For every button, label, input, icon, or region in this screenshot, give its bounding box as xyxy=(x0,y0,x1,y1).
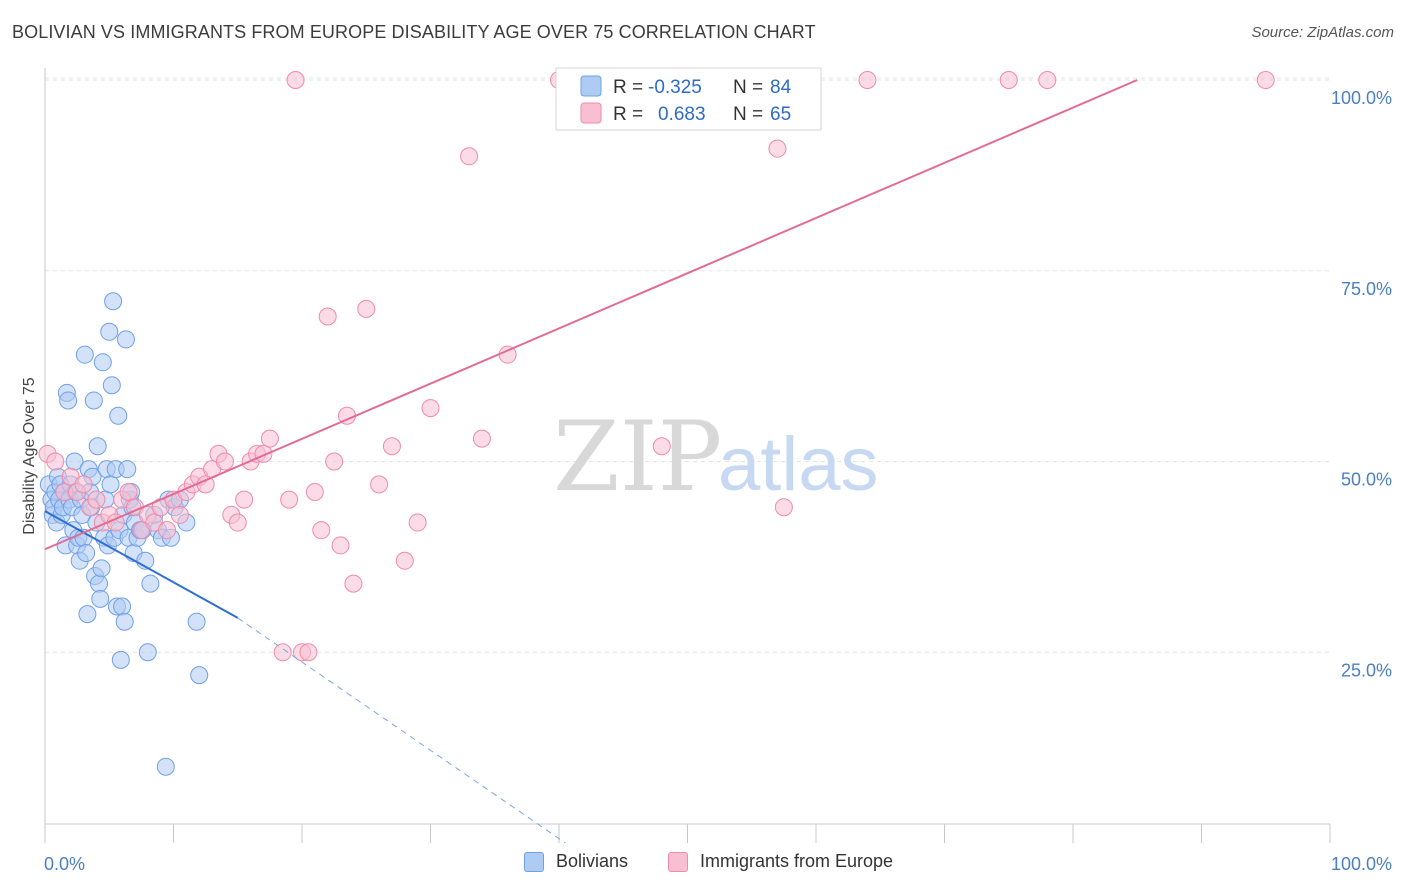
trend-line-bolivians xyxy=(44,510,239,619)
bolivian-point-58 xyxy=(115,612,134,631)
immigrant-point-48 xyxy=(370,475,389,494)
immigrant-point-60 xyxy=(774,498,793,517)
immigrant-point-44 xyxy=(331,536,350,555)
watermark-atlas: atlas xyxy=(718,422,879,507)
bolivian-point-39 xyxy=(91,589,110,608)
tick-labels: 25.0% 50.0% 75.0% 100.0% 0.0% 100.0% xyxy=(44,88,1392,874)
trend-line-immigrants xyxy=(44,79,1138,551)
legend-item-immigrants-from-europe[interactable]: Immigrants from Europe xyxy=(668,851,893,872)
trend-line-bolivians-extension xyxy=(237,617,566,844)
bolivian-point-48 xyxy=(102,376,121,395)
bolivian-point-56 xyxy=(113,597,132,616)
bolivian-point-40 xyxy=(92,559,111,578)
y-tick-label-1: 50.0% xyxy=(1341,470,1392,490)
immigrant-point-27 xyxy=(215,452,234,471)
x-tick-label-1: 100.0% xyxy=(1331,854,1392,874)
immigrant-point-12 xyxy=(119,483,138,502)
trend-lines xyxy=(44,79,1138,844)
y-tick-label-2: 75.0% xyxy=(1341,279,1392,299)
bolivian-point-38 xyxy=(89,574,108,593)
immigrant-point-29 xyxy=(228,513,247,532)
immigrant-point-61 xyxy=(858,71,877,89)
bolivian-point-60 xyxy=(118,460,137,479)
bolivian-point-59 xyxy=(116,330,135,349)
immigrant-point-59 xyxy=(768,139,787,158)
bottom-legend: Bolivians Immigrants from Europe xyxy=(0,851,1406,879)
immigrant-point-34 xyxy=(260,429,279,448)
legend-item-bolivians[interactable]: Bolivians xyxy=(524,851,628,872)
immigrant-point-64 xyxy=(1256,71,1275,89)
immigrant-point-36 xyxy=(280,490,299,509)
legend-swatch-pink xyxy=(580,102,602,124)
immigrant-point-35 xyxy=(273,643,292,662)
immigrant-point-51 xyxy=(408,513,427,532)
legend-n-value-blue: 84 xyxy=(770,77,792,98)
bolivian-point-55 xyxy=(111,650,130,669)
immigrant-point-5 xyxy=(74,475,93,494)
immigrant-point-39 xyxy=(299,643,318,662)
immigrant-point-57 xyxy=(652,437,671,456)
immigrant-point-47 xyxy=(357,299,376,318)
bolivian-point-14 xyxy=(59,391,78,410)
legend-r-value-blue: -0.325 xyxy=(648,77,702,98)
bolivian-point-34 xyxy=(84,391,103,410)
bolivian-point-71 xyxy=(138,643,157,662)
immigrant-point-20 xyxy=(170,505,189,524)
immigrant-point-40 xyxy=(305,483,324,502)
legend-label-immigrants: Immigrants from Europe xyxy=(700,851,894,871)
bolivian-point-82 xyxy=(190,666,209,685)
immigrant-point-49 xyxy=(382,437,401,456)
immigrant-point-7 xyxy=(87,490,106,509)
x-tick-label-0: 0.0% xyxy=(44,854,85,874)
immigrant-point-41 xyxy=(312,521,331,540)
series-immigrants-from-europe xyxy=(38,71,1275,662)
immigrant-point-46 xyxy=(344,574,363,593)
legend-n-value-pink: 65 xyxy=(770,104,791,125)
immigrant-point-37 xyxy=(286,71,305,89)
watermark: ZIP atlas xyxy=(553,401,879,513)
bolivian-point-83 xyxy=(187,612,206,631)
legend-box: R = -0.325 N = 84 R = 0.683 N = 65 xyxy=(555,67,822,131)
bolivian-point-46 xyxy=(100,322,119,341)
immigrant-point-62 xyxy=(999,71,1018,89)
bolivian-point-53 xyxy=(109,406,128,425)
bolivian-point-29 xyxy=(78,605,97,624)
bolivian-point-41 xyxy=(93,353,112,372)
legend-r-label-blue: R = xyxy=(613,77,643,98)
legend-r-value-pink: 0.683 xyxy=(658,104,706,125)
watermark-zip: ZIP xyxy=(553,401,722,513)
immigrant-point-50 xyxy=(395,551,414,570)
legend-n-label-blue: N = xyxy=(733,77,763,98)
immigrant-point-1 xyxy=(46,452,65,471)
bolivian-point-27 xyxy=(75,345,94,364)
bolivian-point-47 xyxy=(101,475,120,494)
y-tick-label-3: 100.0% xyxy=(1331,88,1392,108)
immigrant-point-52 xyxy=(421,399,440,418)
legend-swatch-immigrants xyxy=(668,851,688,872)
immigrant-point-18 xyxy=(158,521,177,540)
bolivian-point-28 xyxy=(77,544,96,563)
legend-label-bolivians: Bolivians xyxy=(556,851,629,871)
immigrant-point-54 xyxy=(472,429,491,448)
immigrant-point-63 xyxy=(1038,71,1057,89)
y-axis-title: Disability Age Over 75 xyxy=(21,377,38,535)
bolivian-point-72 xyxy=(141,574,160,593)
legend-n-label-pink: N = xyxy=(733,104,763,125)
chart-title: BOLIVIAN VS IMMIGRANTS FROM EUROPE DISAB… xyxy=(12,22,816,42)
series-bolivians xyxy=(39,292,209,776)
source-credit: Source: ZipAtlas.com xyxy=(1251,24,1394,41)
bolivian-point-49 xyxy=(104,292,123,311)
immigrant-point-53 xyxy=(460,147,479,166)
y-tick-label-0: 25.0% xyxy=(1341,660,1392,680)
grid-lines xyxy=(45,77,1330,653)
legend-r-label-pink: R = xyxy=(613,104,643,125)
legend-swatch-bolivians xyxy=(524,851,544,872)
immigrant-point-43 xyxy=(325,452,344,471)
bolivian-point-37 xyxy=(88,437,107,456)
legend-swatch-blue xyxy=(580,75,602,97)
immigrant-point-30 xyxy=(235,490,254,509)
bolivian-point-76 xyxy=(156,757,175,776)
immigrant-point-42 xyxy=(318,307,337,326)
